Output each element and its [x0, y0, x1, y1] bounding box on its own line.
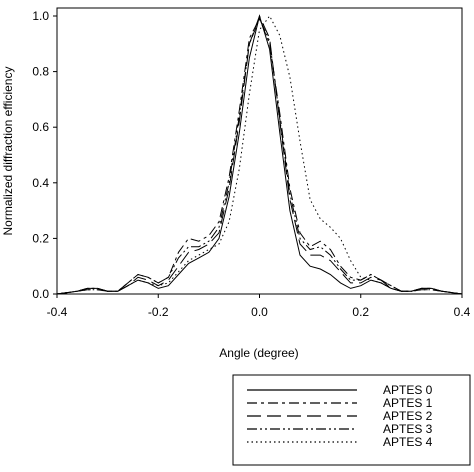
x-tick-label: 0.4	[454, 305, 471, 319]
legend-box	[232, 374, 471, 466]
y-tick-label: 0.0	[32, 287, 49, 301]
series-line	[56, 17, 463, 295]
y-axis-label: Normalized diffraction efficiency	[1, 67, 15, 236]
series-line	[56, 14, 463, 295]
series-line	[56, 14, 463, 295]
y-tick-label: 0.4	[32, 176, 49, 190]
legend-label: APTES 2	[383, 409, 433, 423]
series-line	[56, 17, 463, 295]
plot-frame	[56, 7, 463, 295]
legend-label: APTES 0	[383, 383, 433, 397]
legend-label: APTES 3	[383, 422, 433, 436]
x-tick-label: 0.0	[251, 305, 268, 319]
y-tick-label: 0.6	[32, 120, 49, 134]
y-tick-label: 0.8	[32, 65, 49, 79]
series-line	[56, 15, 463, 295]
x-tick-label: -0.4	[47, 305, 68, 319]
x-tick-label: -0.2	[148, 305, 169, 319]
legend-label: APTES 4	[383, 435, 433, 449]
y-tick-label: 0.2	[32, 231, 49, 245]
y-tick-label: 1.0	[32, 9, 49, 23]
x-axis-label: Angle (degree)	[219, 346, 298, 360]
x-tick-label: 0.2	[352, 305, 369, 319]
legend-label: APTES 1	[383, 396, 433, 410]
